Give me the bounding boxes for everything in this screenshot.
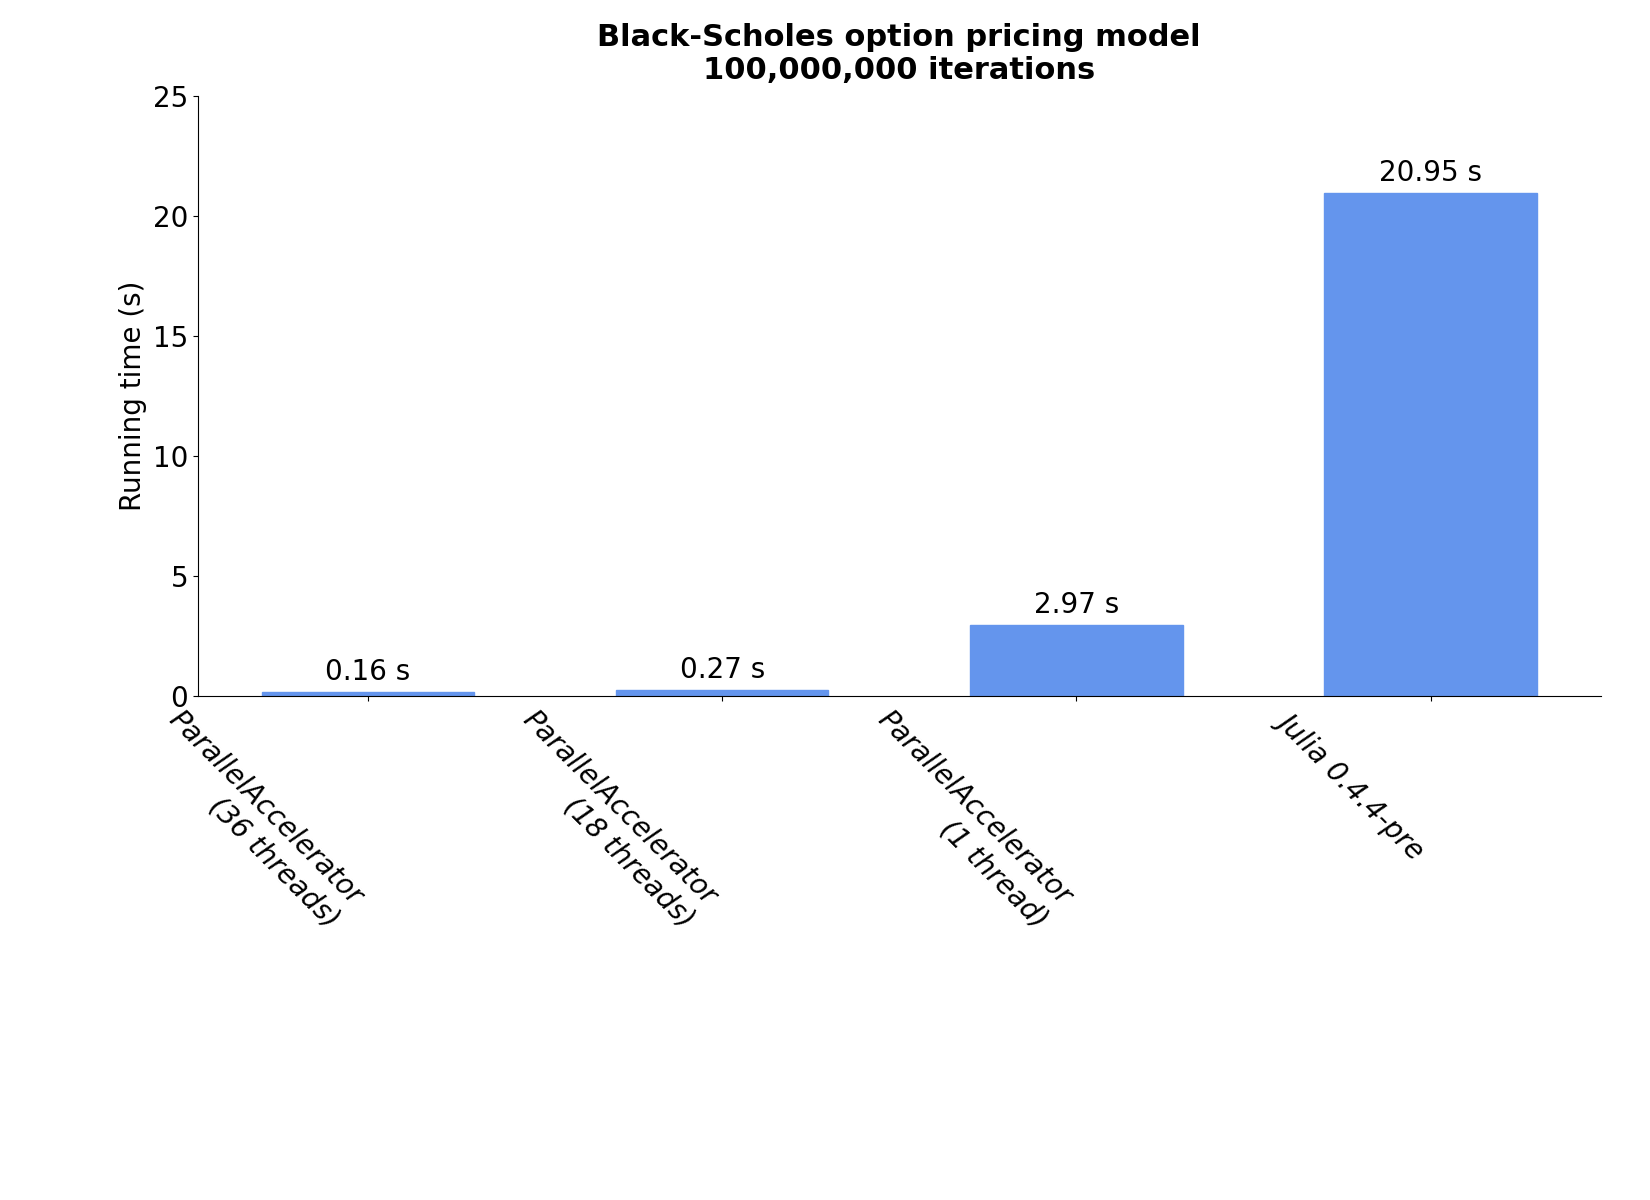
Y-axis label: Running time (s): Running time (s): [119, 281, 147, 511]
Bar: [970, 625, 1183, 696]
Text: 0.16 s: 0.16 s: [325, 658, 411, 686]
Text: 2.97 s: 2.97 s: [1033, 590, 1119, 619]
Bar: [615, 690, 828, 696]
Text: 0.27 s: 0.27 s: [680, 655, 766, 684]
Title: Black-Scholes option pricing model
100,000,000 iterations: Black-Scholes option pricing model 100,0…: [597, 23, 1201, 85]
Bar: [262, 692, 474, 696]
Text: 20.95 s: 20.95 s: [1379, 160, 1482, 187]
Bar: [1325, 193, 1536, 696]
